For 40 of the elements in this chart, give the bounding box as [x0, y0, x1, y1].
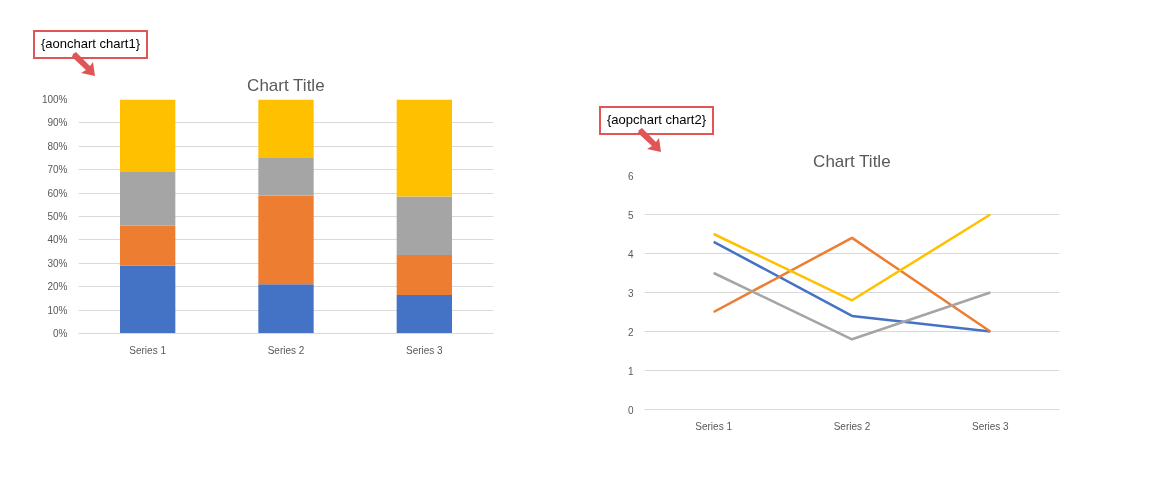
- y-tick-label: 20%: [47, 281, 68, 293]
- bar: [120, 225, 176, 266]
- y-tick-label: 80%: [47, 140, 68, 152]
- bar: [258, 99, 314, 158]
- y-tick-label: 3: [627, 287, 634, 299]
- y-tick-label: 30%: [47, 257, 68, 269]
- y-tick-label: 2: [627, 326, 634, 338]
- y-tick-label: 0: [627, 404, 634, 416]
- bar: [120, 265, 176, 334]
- bar: [258, 284, 314, 334]
- bar: [258, 158, 314, 196]
- x-tick-label: Series 2: [833, 420, 871, 432]
- bar: [258, 195, 314, 285]
- y-tick-label: 70%: [47, 164, 68, 176]
- bar: [396, 196, 452, 256]
- y-tick-label: 90%: [47, 117, 68, 129]
- chart-title: Chart Title: [813, 151, 891, 171]
- y-tick-label: 50%: [47, 211, 68, 222]
- y-tick-label: 6: [627, 170, 634, 182]
- text: {aopchart chart2}: [599, 106, 715, 135]
- y-tick-label: 40%: [47, 234, 68, 246]
- y-tick-label: 100%: [41, 94, 68, 105]
- x-tick-label: Series 3: [971, 420, 1010, 432]
- y-tick-label: 4: [627, 248, 634, 260]
- x-tick-label: Series 2: [267, 344, 305, 356]
- y-tick-label: 5: [627, 209, 634, 221]
- bar: [396, 255, 452, 295]
- bar: [396, 294, 452, 334]
- chart-title: Chart Title: [247, 75, 325, 95]
- y-tick-label: 1: [627, 365, 634, 377]
- x-tick-label: Series 1: [129, 344, 167, 356]
- y-tick-label: 60%: [47, 187, 68, 199]
- bar: [396, 99, 452, 197]
- x-tick-label: Series 3: [405, 344, 444, 356]
- bar: [120, 172, 176, 226]
- text: {aonchart chart1}: [33, 30, 149, 59]
- y-tick-label: 10%: [47, 304, 68, 316]
- x-tick-label: Series 1: [695, 420, 733, 432]
- y-tick-label: 0%: [53, 328, 68, 339]
- bar: [120, 99, 176, 173]
